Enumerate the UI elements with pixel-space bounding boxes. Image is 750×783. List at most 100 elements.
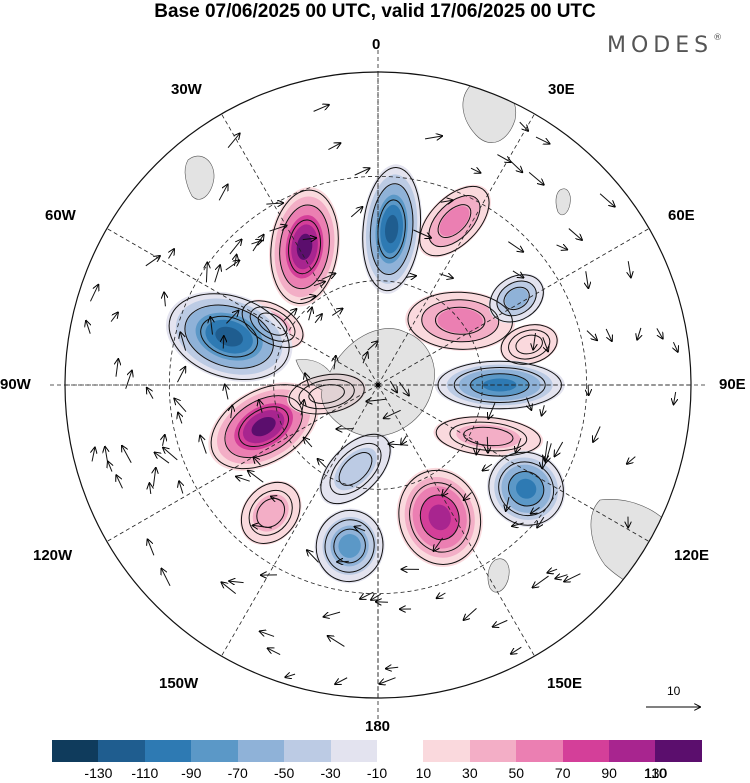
colorbar-tick-label: -110 xyxy=(131,765,159,781)
lat-lon-grid xyxy=(50,50,706,720)
colorbar-tick-label: -50 xyxy=(274,765,295,781)
wind-arrow xyxy=(164,292,165,307)
wind-arrow xyxy=(366,399,387,401)
wind-arrow xyxy=(86,321,90,334)
wind-arrow xyxy=(223,336,224,349)
anomaly-level xyxy=(499,323,559,366)
lon-label-30w: 30W xyxy=(171,81,202,98)
wind-arrow xyxy=(328,143,340,150)
streamline-loop xyxy=(288,373,365,415)
wind-arrow xyxy=(122,446,132,464)
wind-arrow xyxy=(379,677,396,684)
wind-arrow xyxy=(268,648,281,656)
wind-arrow xyxy=(488,402,496,419)
lon-label-180: 180 xyxy=(365,718,391,735)
anomaly-level xyxy=(334,447,377,491)
wind-arrow xyxy=(125,371,132,389)
wind-arrow xyxy=(174,399,187,412)
wind-arrow xyxy=(285,674,296,677)
wind-arrow xyxy=(155,452,170,464)
brand-name: MODES xyxy=(607,33,714,58)
lon-label-150w: 150W xyxy=(159,675,199,692)
wind-arrow xyxy=(476,441,477,454)
wind-arrow xyxy=(516,438,522,452)
colorbar-swatch xyxy=(330,740,377,762)
wind-arrow xyxy=(542,337,548,351)
anomaly-level xyxy=(505,288,529,309)
wind-arrow xyxy=(627,456,636,464)
lon-label-90w: 90W xyxy=(0,376,31,393)
wind-arrow xyxy=(586,330,597,341)
wind-arrow xyxy=(568,228,582,240)
wind-arrow xyxy=(105,447,107,462)
lon-label-60w: 60W xyxy=(45,207,76,224)
streamline xyxy=(270,189,339,305)
wind-arrow xyxy=(510,160,523,172)
wind-arrow xyxy=(487,436,488,453)
wind-arrow xyxy=(200,436,207,454)
wind-arrow xyxy=(564,573,581,582)
wind-arrow xyxy=(542,405,545,415)
wind-arrow xyxy=(599,193,615,207)
streamline-loop xyxy=(489,274,544,323)
wind-arrow xyxy=(586,271,589,288)
lon-label-120e: 120E xyxy=(674,547,710,564)
wind-arrow xyxy=(225,385,228,400)
anomaly-level xyxy=(437,308,483,334)
wind-arrow xyxy=(147,388,154,399)
wind-arrow xyxy=(304,438,313,448)
streamline xyxy=(453,367,546,403)
wind-arrow xyxy=(313,105,329,112)
wind-arrow xyxy=(511,646,522,654)
wind-arrow xyxy=(234,255,236,267)
positive-anomaly xyxy=(418,184,491,258)
wind-arrow xyxy=(593,426,601,441)
meridian-line xyxy=(377,113,535,386)
lon-label-30e-visible: 30E xyxy=(548,81,575,98)
colorbar-swatch xyxy=(98,740,145,762)
colorbar-ticks: -130 -110 -90 -70 -50 -30 -10 10 30 50 70 90 110 130 xyxy=(0,765,750,783)
lon-label-120w: 120W xyxy=(33,547,73,564)
wind-arrow xyxy=(537,516,545,527)
wind-arrow xyxy=(350,207,362,218)
meridian-line xyxy=(106,228,379,386)
wind-arrow xyxy=(314,314,322,324)
colorbar-swatch xyxy=(655,740,702,762)
wind-arrow xyxy=(227,134,240,149)
wind-arrow xyxy=(110,312,118,322)
colorbar-swatch xyxy=(469,740,517,762)
meridian-line xyxy=(377,384,535,657)
wind-arrow xyxy=(470,168,480,173)
streamline xyxy=(500,324,558,365)
wind-arrow xyxy=(405,276,416,277)
colorbar-swatch xyxy=(191,740,238,762)
positive-anomaly xyxy=(396,467,483,567)
colorbar-swatch xyxy=(423,740,470,762)
wind-arrow xyxy=(464,492,472,500)
colorbar-tick-label: 90 xyxy=(601,765,617,781)
colorbar-tick-label: 130 xyxy=(643,765,668,781)
wind-arrow xyxy=(331,309,342,316)
streamline-loop xyxy=(168,293,290,381)
streamlines xyxy=(86,105,678,684)
streamline xyxy=(508,329,551,360)
wind-arrow xyxy=(506,497,509,511)
wind-arrow xyxy=(434,537,444,551)
wind-arrow xyxy=(673,341,677,352)
streamline xyxy=(362,167,422,292)
colorbar-swatch xyxy=(237,740,285,762)
wind-arrow xyxy=(313,282,325,286)
wind-arrow xyxy=(483,463,493,470)
wind-arrow xyxy=(116,359,118,377)
anomaly-level xyxy=(428,504,451,531)
wind-arrow xyxy=(386,667,399,668)
streamline xyxy=(428,195,481,248)
colorbar xyxy=(52,740,702,762)
map-disc-border xyxy=(64,71,692,699)
wind-arrow xyxy=(259,400,262,413)
streamline xyxy=(279,204,330,290)
streamline-loop xyxy=(398,469,482,565)
wind-arrow xyxy=(301,400,304,416)
wind-arrow xyxy=(206,263,207,283)
wind-arrow xyxy=(637,327,641,340)
